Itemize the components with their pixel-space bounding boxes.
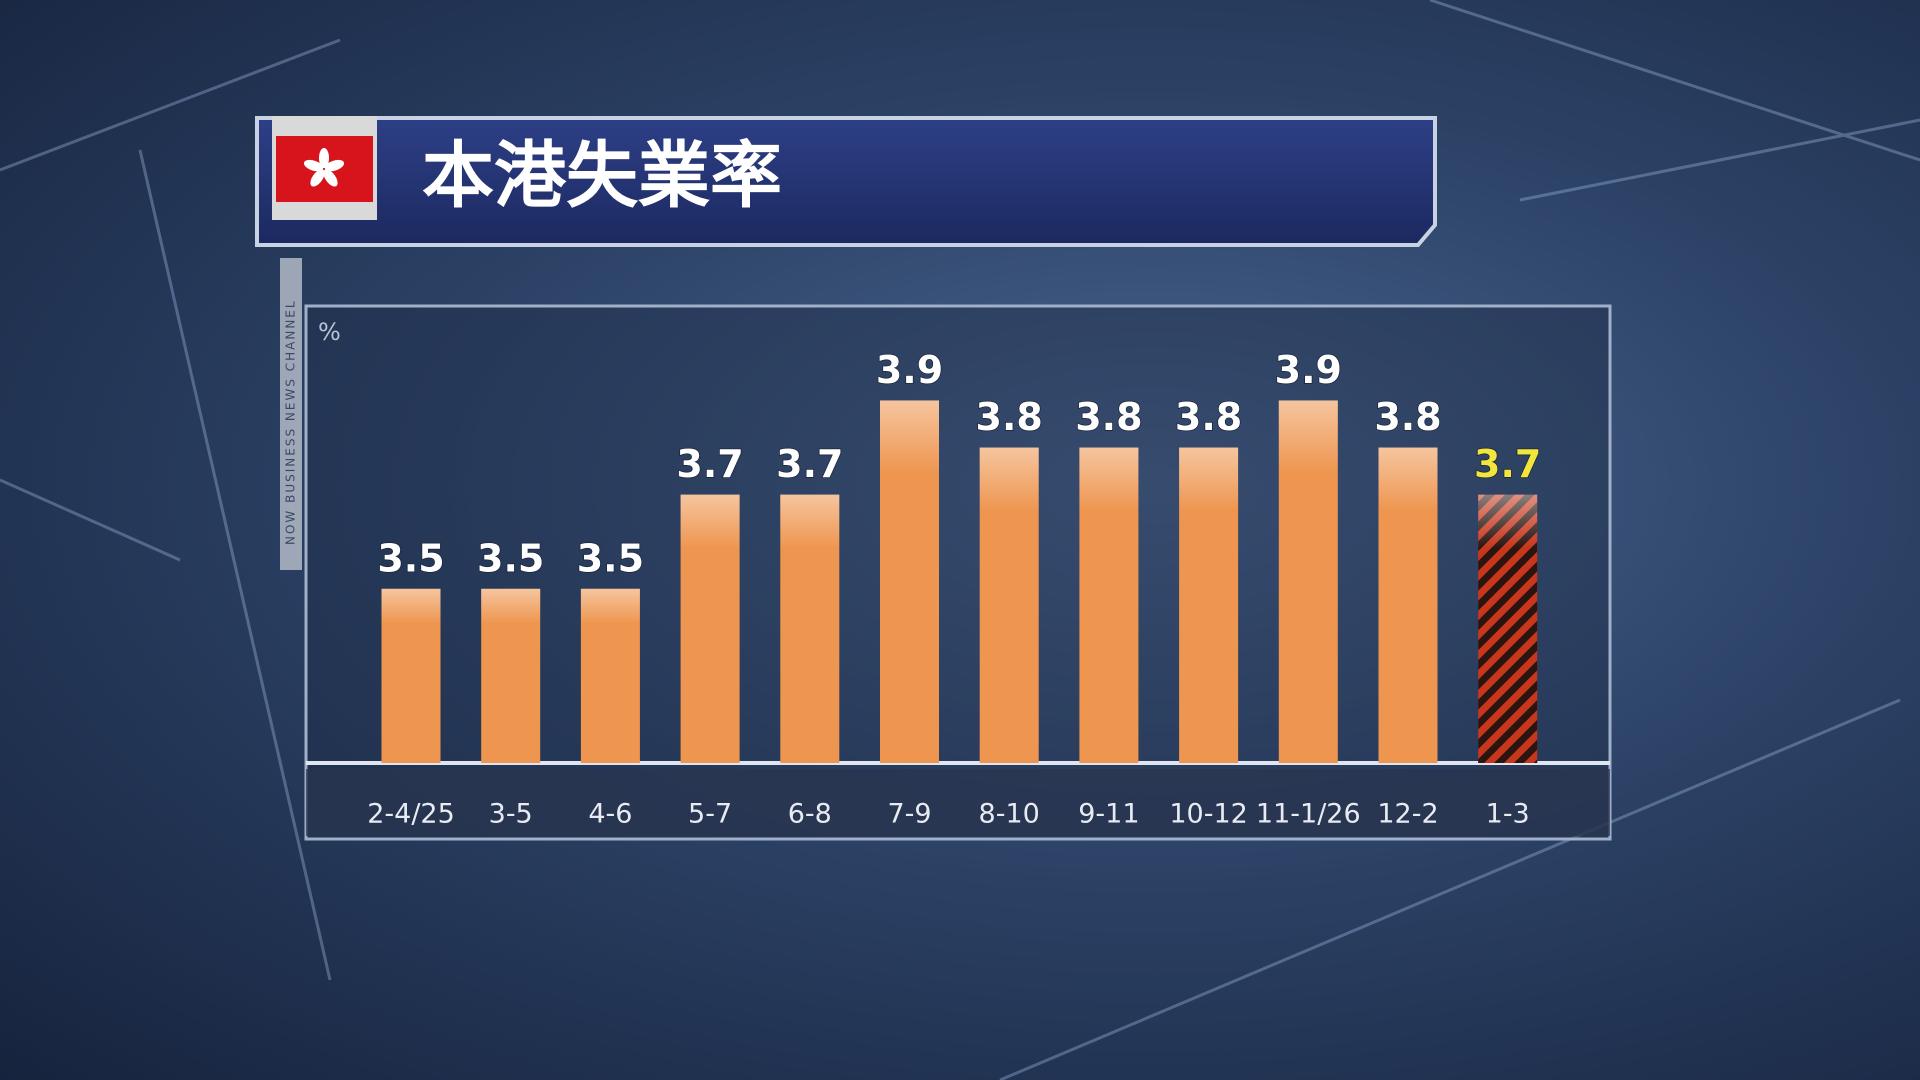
x-tick-label: 9-11 <box>1078 799 1139 830</box>
bar-shine <box>880 400 939 763</box>
value-label: 3.8 <box>1374 395 1441 439</box>
value-label: 3.5 <box>477 536 544 580</box>
value-label: 3.9 <box>1275 348 1342 392</box>
x-tick-label: 6-8 <box>788 799 832 830</box>
x-tick-label: 4-6 <box>588 799 632 830</box>
x-tick-label: 5-7 <box>688 799 732 830</box>
title-banner <box>255 116 1437 247</box>
bar-shine <box>680 494 740 763</box>
value-label: 3.8 <box>976 395 1043 439</box>
x-tick-label: 2-4/25 <box>367 799 455 830</box>
channel-strip <box>280 258 302 570</box>
bar-shine <box>1179 447 1239 763</box>
value-label: 3.7 <box>1474 442 1541 486</box>
value-label: 3.5 <box>377 536 444 580</box>
value-label: 3.9 <box>876 348 943 392</box>
channel-label: NOW BUSINESS NEWS CHANNEL <box>284 299 298 545</box>
x-tick-label: 11-1/26 <box>1256 799 1361 830</box>
value-label: 3.5 <box>577 536 644 580</box>
bar-shine <box>481 588 541 763</box>
bar-shine <box>979 447 1039 763</box>
value-label: 3.7 <box>676 442 743 486</box>
x-tick-label: 7-9 <box>887 799 931 830</box>
bar-shine <box>1079 447 1139 763</box>
value-label: 3.8 <box>1075 395 1142 439</box>
flag <box>276 136 373 202</box>
flag-flower <box>303 148 345 187</box>
bar-shine <box>1478 494 1538 763</box>
x-tick-label: 12-2 <box>1377 799 1438 830</box>
bar-shine <box>580 588 640 763</box>
x-tick-label: 10-12 <box>1169 799 1247 830</box>
x-tick-label: 8-10 <box>979 799 1040 830</box>
value-label: 3.7 <box>776 442 843 486</box>
bar-shine <box>1378 447 1438 763</box>
bar-shine <box>1278 400 1338 763</box>
category-strip <box>306 769 1610 836</box>
y-unit: % <box>318 318 341 346</box>
x-tick-label: 1-3 <box>1486 799 1530 830</box>
value-label: 3.8 <box>1175 395 1242 439</box>
chart-title: 本港失業率 <box>422 134 782 218</box>
x-tick-label: 3-5 <box>489 799 533 830</box>
bar-shine <box>381 588 441 763</box>
bar-shine <box>780 494 840 763</box>
